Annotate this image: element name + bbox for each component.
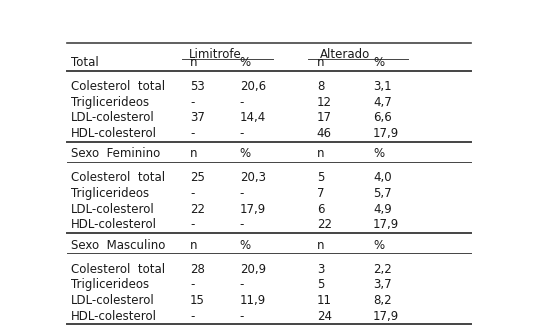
Text: 6,6: 6,6 (373, 111, 392, 125)
Text: 3,7: 3,7 (373, 278, 391, 291)
Text: LDL-colesterol: LDL-colesterol (71, 294, 155, 307)
Text: n: n (190, 56, 198, 69)
Text: -: - (190, 187, 194, 200)
Text: 12: 12 (317, 96, 332, 109)
Text: Triglicerideos: Triglicerideos (71, 96, 149, 109)
Text: Total: Total (71, 56, 99, 69)
Text: 17,9: 17,9 (373, 127, 400, 140)
Text: Colesterol  total: Colesterol total (71, 171, 165, 184)
Text: 14,4: 14,4 (240, 111, 266, 125)
Text: -: - (190, 278, 194, 291)
Text: Limitrofe: Limitrofe (188, 48, 241, 61)
Text: -: - (190, 127, 194, 140)
Text: Triglicerideos: Triglicerideos (71, 187, 149, 200)
Text: %: % (373, 239, 384, 252)
Text: -: - (190, 310, 194, 323)
Text: n: n (190, 147, 198, 160)
Text: 17,9: 17,9 (373, 218, 400, 231)
Text: HDL-colesterol: HDL-colesterol (71, 310, 157, 323)
Text: 17: 17 (317, 111, 332, 125)
Text: Sexo  Feminino: Sexo Feminino (71, 147, 161, 160)
Text: Colesterol  total: Colesterol total (71, 80, 165, 93)
Text: n: n (317, 147, 324, 160)
Text: 46: 46 (317, 127, 332, 140)
Text: HDL-colesterol: HDL-colesterol (71, 218, 157, 231)
Text: 4,9: 4,9 (373, 203, 392, 216)
Text: Triglicerideos: Triglicerideos (71, 278, 149, 291)
Text: -: - (190, 96, 194, 109)
Text: n: n (317, 239, 324, 252)
Text: 20,9: 20,9 (240, 263, 266, 275)
Text: Colesterol  total: Colesterol total (71, 263, 165, 275)
Text: 11,9: 11,9 (240, 294, 266, 307)
Text: 3: 3 (317, 263, 324, 275)
Text: 25: 25 (190, 171, 205, 184)
Text: 8: 8 (317, 80, 324, 93)
Text: 53: 53 (190, 80, 205, 93)
Text: HDL-colesterol: HDL-colesterol (71, 127, 157, 140)
Text: -: - (240, 278, 244, 291)
Text: 4,7: 4,7 (373, 96, 392, 109)
Text: LDL-colesterol: LDL-colesterol (71, 203, 155, 216)
Text: 3,1: 3,1 (373, 80, 391, 93)
Text: LDL-colesterol: LDL-colesterol (71, 111, 155, 125)
Text: %: % (373, 56, 384, 69)
Text: 22: 22 (190, 203, 205, 216)
Text: 15: 15 (190, 294, 205, 307)
Text: Alterado: Alterado (320, 48, 370, 61)
Text: -: - (240, 187, 244, 200)
Text: -: - (240, 310, 244, 323)
Text: n: n (190, 239, 198, 252)
Text: 17,9: 17,9 (240, 203, 266, 216)
Text: 2,2: 2,2 (373, 263, 392, 275)
Text: 5: 5 (317, 171, 324, 184)
Text: %: % (240, 147, 251, 160)
Text: 20,3: 20,3 (240, 171, 266, 184)
Text: n: n (317, 56, 324, 69)
Text: -: - (240, 127, 244, 140)
Text: 17,9: 17,9 (373, 310, 400, 323)
Text: 22: 22 (317, 218, 332, 231)
Text: %: % (240, 56, 251, 69)
Text: -: - (240, 96, 244, 109)
Text: 20,6: 20,6 (240, 80, 266, 93)
Text: %: % (240, 239, 251, 252)
Text: 6: 6 (317, 203, 324, 216)
Text: 37: 37 (190, 111, 205, 125)
Text: 8,2: 8,2 (373, 294, 391, 307)
Text: 5,7: 5,7 (373, 187, 391, 200)
Text: 4,0: 4,0 (373, 171, 391, 184)
Text: 11: 11 (317, 294, 332, 307)
Text: -: - (240, 218, 244, 231)
Text: 28: 28 (190, 263, 205, 275)
Text: Sexo  Masculino: Sexo Masculino (71, 239, 165, 252)
Text: -: - (190, 218, 194, 231)
Text: 5: 5 (317, 278, 324, 291)
Text: 24: 24 (317, 310, 332, 323)
Text: 7: 7 (317, 187, 324, 200)
Text: %: % (373, 147, 384, 160)
